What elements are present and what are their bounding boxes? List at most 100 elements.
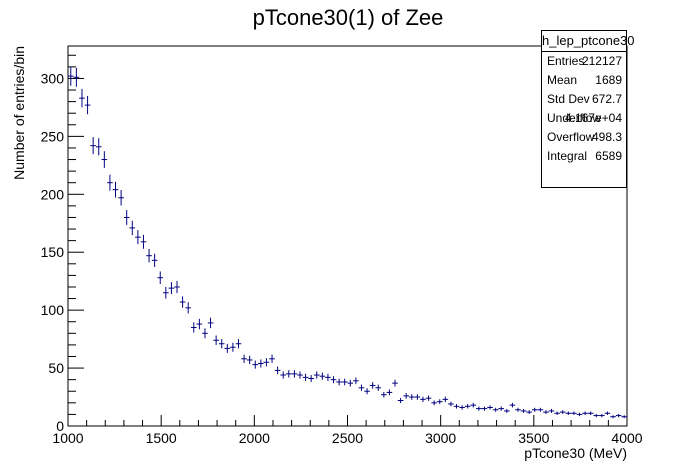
data-point [129, 220, 136, 236]
data-point [587, 411, 594, 415]
data-point [157, 271, 164, 284]
data-point [341, 378, 348, 386]
data-point [571, 411, 577, 415]
data-point [492, 407, 499, 412]
data-point [436, 399, 443, 405]
stats-label: Mean [547, 73, 578, 87]
data-point [442, 396, 449, 403]
y-tick-label: 50 [48, 360, 64, 376]
data-point [543, 410, 549, 414]
data-point [258, 359, 264, 368]
data-point [297, 371, 303, 379]
data-point [107, 174, 113, 191]
data-point [90, 137, 96, 155]
data-point [151, 253, 158, 267]
data-point [375, 384, 382, 391]
data-point [353, 377, 359, 385]
data-point [520, 408, 527, 413]
data-point [263, 358, 270, 367]
data-point [487, 405, 493, 410]
stats-value: 1689 [595, 73, 622, 87]
data-point [392, 379, 398, 387]
data-point [537, 407, 544, 412]
data-point [509, 402, 516, 408]
data-point [548, 408, 555, 413]
data-point [241, 354, 247, 363]
data-point [464, 404, 471, 409]
data-point [615, 413, 622, 418]
data-point [207, 317, 214, 329]
data-point [504, 408, 510, 413]
data-point [123, 210, 130, 225]
data-point [101, 151, 108, 168]
data-point [313, 371, 320, 379]
data-point [531, 407, 538, 412]
x-tick-label: 3500 [518, 430, 549, 446]
stats-value: 4.167e+04 [564, 111, 622, 125]
y-tick-label: 100 [41, 302, 65, 318]
data-point [408, 394, 415, 400]
stats-value: 672.7 [591, 92, 622, 106]
data-point [526, 410, 532, 414]
data-point [269, 354, 275, 363]
data-point [286, 370, 292, 378]
stats-row-mean: Mean 1689 [547, 71, 622, 90]
x-tick-label: 1500 [146, 430, 177, 446]
stats-row-overflow: Overflow 498.3 [547, 128, 622, 147]
y-tick-label: 150 [41, 244, 65, 260]
data-point [79, 88, 85, 108]
data-point [403, 393, 409, 399]
stats-value: 6589 [595, 149, 622, 163]
y-axis-label: Number of entries/bin [11, 46, 27, 180]
stats-value: 498.3 [591, 130, 622, 144]
data-point [582, 411, 588, 415]
data-point [308, 375, 314, 382]
chart-title: pTcone30(1) of Zee [253, 5, 444, 30]
data-point [224, 343, 231, 353]
data-point [218, 339, 225, 349]
data-point [168, 282, 175, 295]
data-point [135, 230, 141, 245]
data-point [576, 412, 583, 417]
data-point [252, 360, 259, 369]
data-point [358, 384, 365, 391]
x-axis: 1000 1500 2000 2500 3000 3500 4000 [52, 415, 643, 446]
data-point [386, 389, 393, 396]
stats-row-std-dev: Std Dev 672.7 [547, 90, 622, 109]
data-point [414, 394, 421, 400]
data-point [397, 397, 404, 404]
data-point [381, 391, 387, 398]
y-tick-label: 0 [56, 418, 64, 434]
data-point [593, 413, 600, 418]
y-tick-label: 200 [41, 186, 65, 202]
stats-label: Integral [547, 149, 588, 163]
data-point [476, 406, 482, 411]
data-point [112, 181, 119, 198]
data-point [604, 411, 611, 415]
data-point [425, 395, 432, 401]
data-point [420, 396, 426, 403]
data-points [68, 66, 627, 419]
y-axis: 0 50 100 150 200 250 300 [41, 54, 84, 434]
data-point [140, 234, 147, 249]
data-point [330, 376, 337, 384]
data-point [213, 335, 219, 346]
data-point [459, 405, 465, 410]
data-point [336, 378, 342, 386]
data-point [179, 296, 186, 308]
data-point [291, 370, 298, 378]
data-point [302, 373, 309, 381]
stats-box: h_lep_ptcone30 Entries 212127 Mean 1689 … [541, 30, 635, 188]
data-point [498, 406, 505, 411]
data-point [118, 190, 124, 206]
y-tick-label: 250 [41, 128, 65, 144]
x-tick-label: 3000 [425, 430, 456, 446]
stats-title: h_lep_ptcone30 [542, 31, 635, 52]
data-point [470, 402, 477, 408]
data-point [515, 407, 521, 412]
data-point [274, 366, 281, 375]
data-point [554, 411, 560, 415]
data-point [230, 342, 236, 352]
stats-row-entries: Entries 212127 [547, 52, 622, 71]
